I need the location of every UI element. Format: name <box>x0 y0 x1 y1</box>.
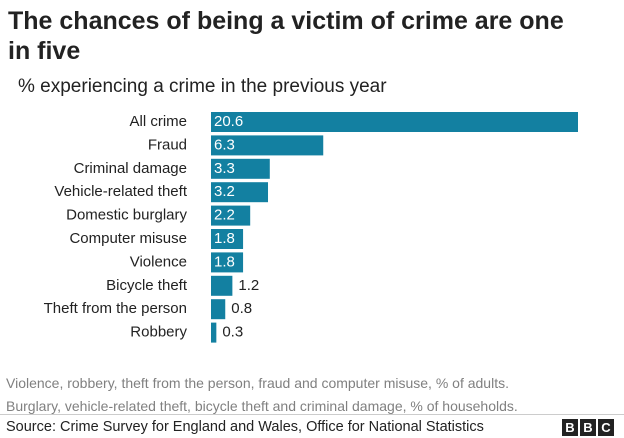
bar <box>211 252 244 273</box>
bar <box>211 112 578 132</box>
category-label: Computer misuse <box>69 230 187 247</box>
value-label: 1.2 <box>238 277 259 294</box>
category-label: Robbery <box>130 324 187 341</box>
category-label: Bicycle theft <box>106 277 188 294</box>
chart-subtitle: % experiencing a crime in the previous y… <box>18 76 387 97</box>
logo: B B C <box>562 419 614 436</box>
logo-letter: B <box>580 419 596 436</box>
bar <box>211 205 251 226</box>
category-label: All crime <box>129 113 187 130</box>
value-label: 20.6 <box>214 113 243 130</box>
category-label: Theft from the person <box>44 300 187 317</box>
bar <box>211 158 270 179</box>
value-label: 3.3 <box>214 160 235 177</box>
note: Burglary, vehicle-related theft, bicycle… <box>6 398 518 414</box>
bar <box>211 299 226 320</box>
note: Violence, robbery, theft from the person… <box>6 375 509 391</box>
value-label: 3.2 <box>214 183 235 200</box>
value-label: 0.8 <box>231 300 252 317</box>
source: Source: Crime Survey for England and Wal… <box>6 419 484 435</box>
value-label: 0.3 <box>222 324 243 341</box>
category-label: Criminal damage <box>74 160 187 177</box>
bar <box>211 182 269 203</box>
chart-title: The chances of being a victim of crime a… <box>8 7 564 65</box>
value-label: 6.3 <box>214 136 235 153</box>
category-label: Fraud <box>148 136 187 153</box>
category-label: Domestic burglary <box>66 207 187 224</box>
chart: All crime 20.6 Fraud 6.3 Criminal damage 3.3 V… <box>44 112 578 343</box>
bar <box>211 135 324 156</box>
bar <box>211 229 244 249</box>
logo-letter: B <box>562 419 578 436</box>
category-label: Vehicle-related theft <box>54 183 187 200</box>
divider <box>0 414 624 415</box>
logo-letter: C <box>598 419 614 436</box>
value-label: 1.8 <box>214 230 235 247</box>
value-label: 1.8 <box>214 253 235 270</box>
value-label: 2.2 <box>214 207 235 224</box>
bar <box>211 275 233 296</box>
bar <box>211 322 217 343</box>
category-label: Violence <box>130 253 187 270</box>
